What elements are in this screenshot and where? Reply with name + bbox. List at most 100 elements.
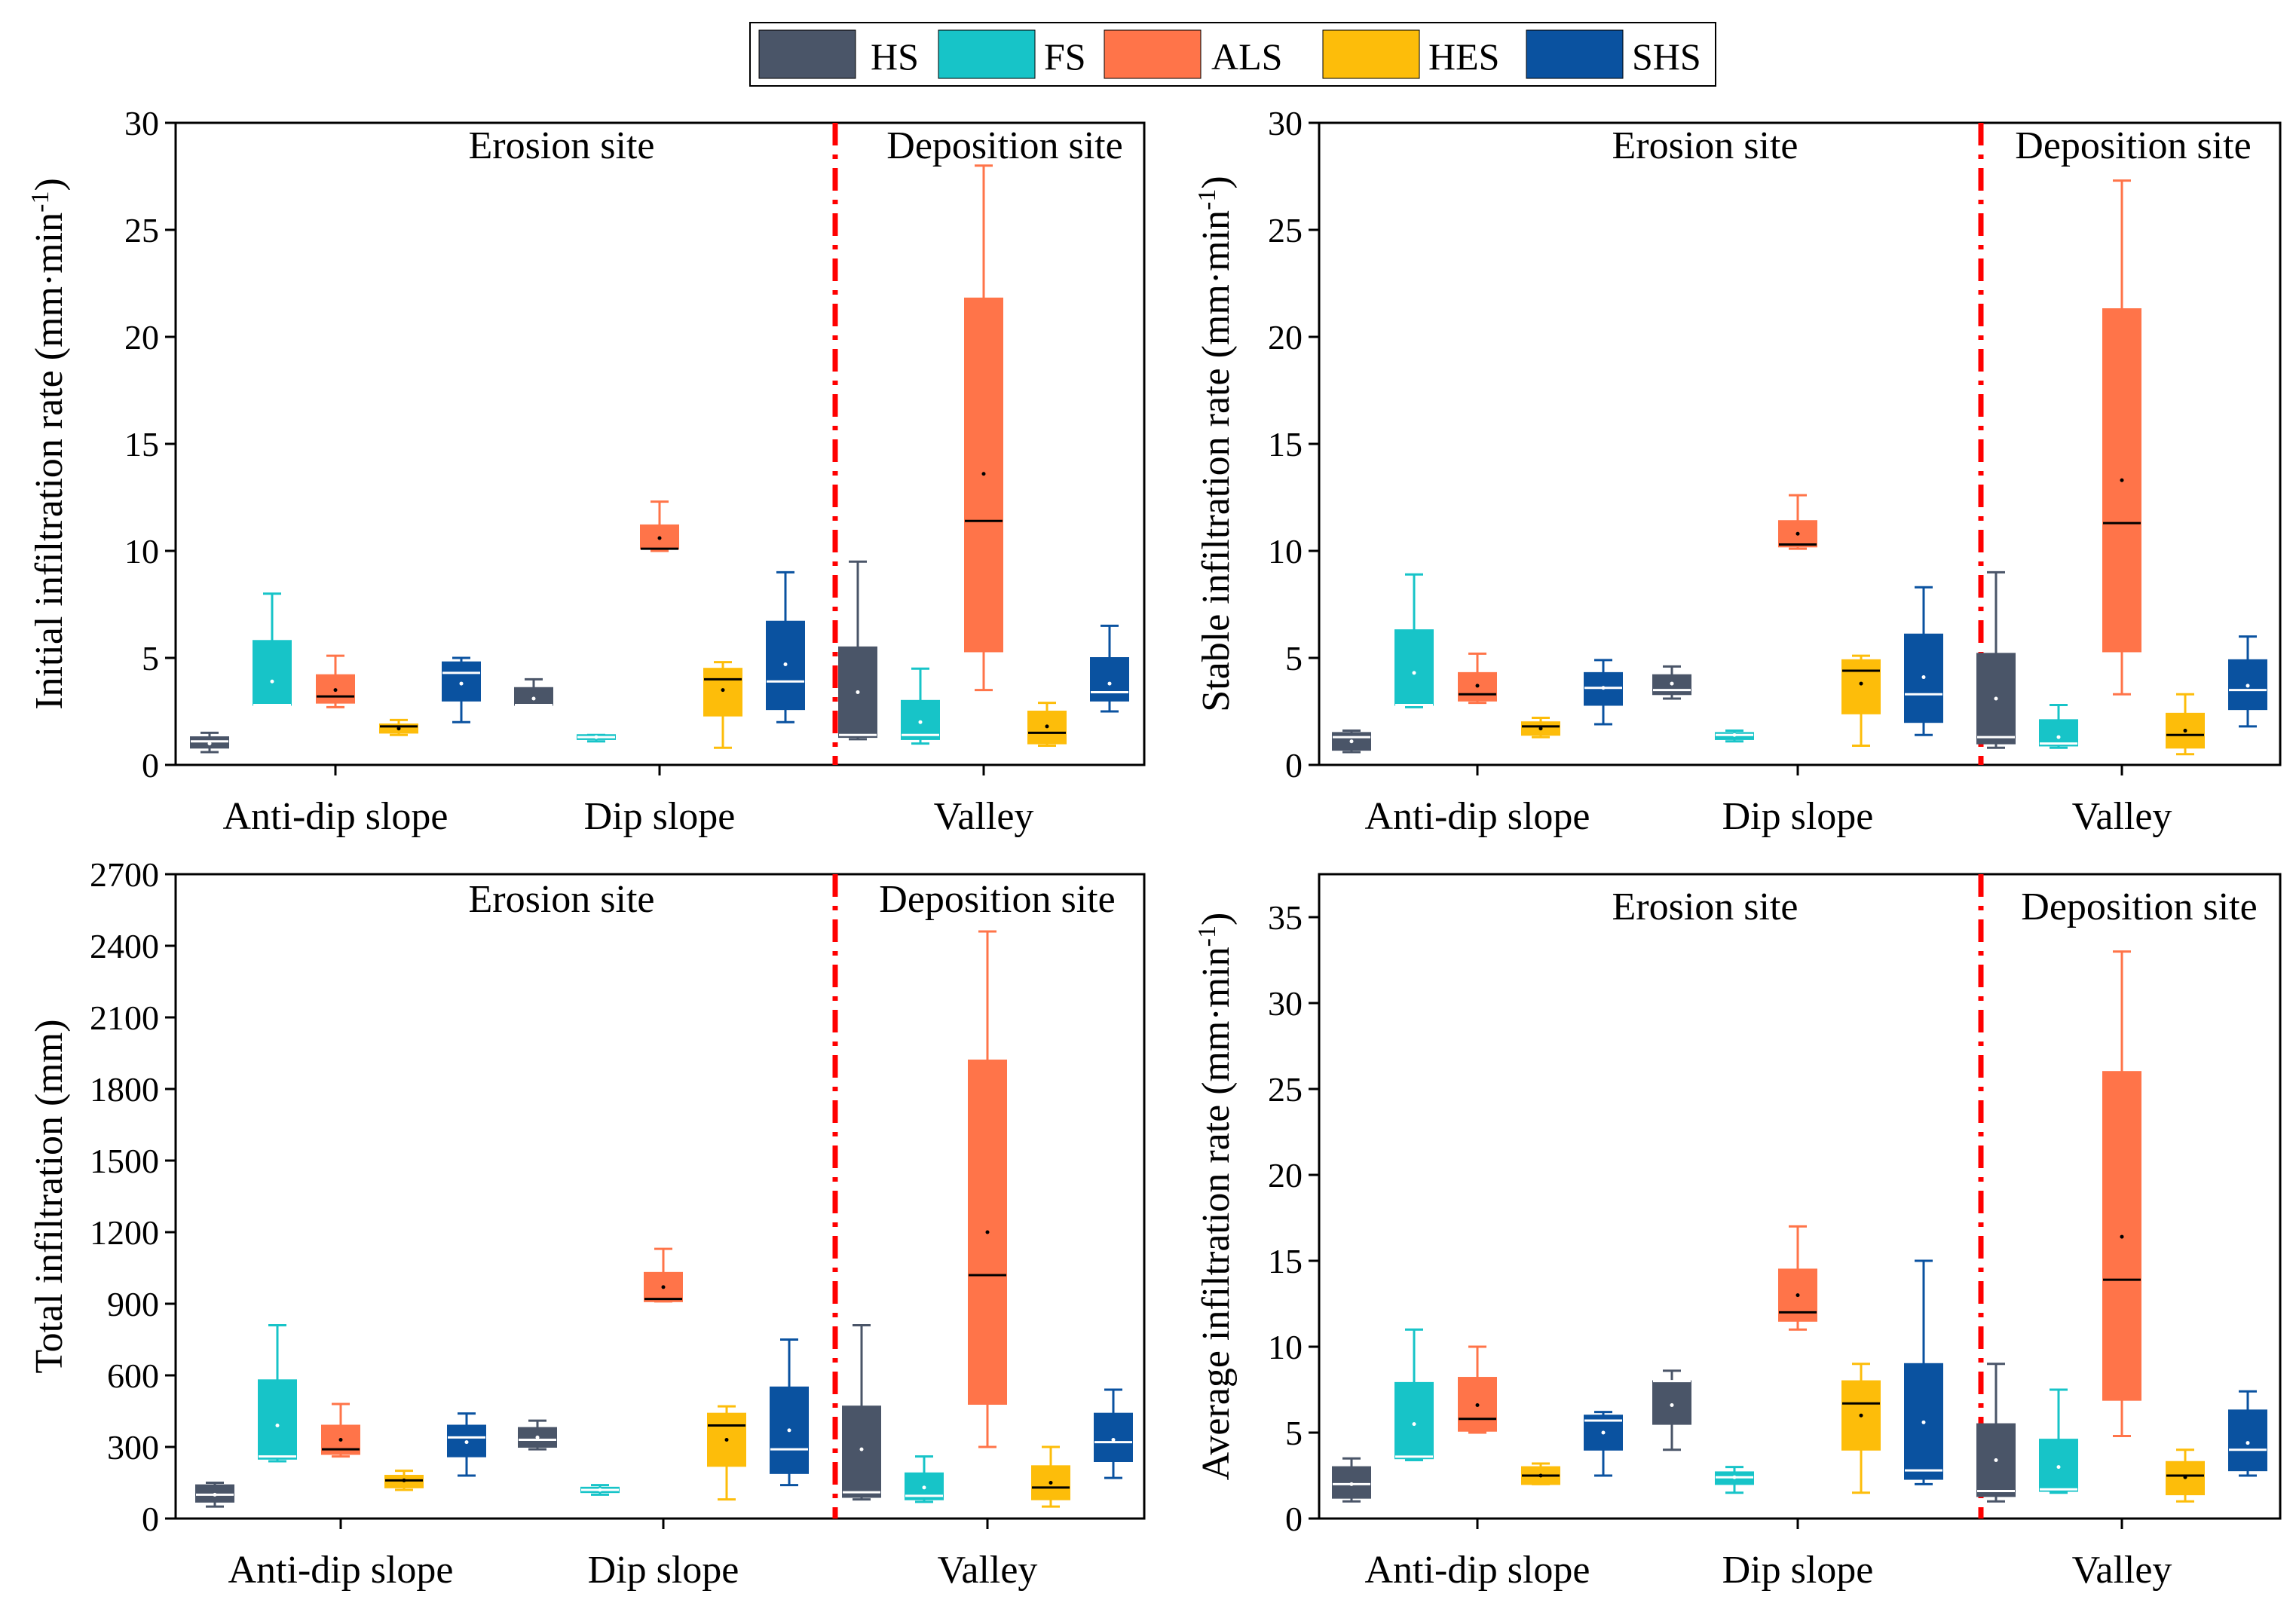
legend-swatch-hs	[758, 29, 856, 79]
region-label-erosion-site: Erosion site	[1612, 124, 1799, 167]
box-hes-valley	[1031, 1445, 1070, 1508]
y-tick-label: 25	[1268, 1070, 1303, 1109]
mean-marker	[1670, 681, 1674, 686]
box-iqr	[1394, 1381, 1434, 1460]
box-hes-dip-slope	[1841, 654, 1881, 747]
mean-marker	[402, 1478, 406, 1482]
mean-marker	[2120, 1234, 2124, 1239]
mean-marker	[1921, 675, 1926, 680]
box-hs-anti-dip-slope	[1332, 730, 1371, 754]
box-hes-dip-slope	[703, 661, 742, 749]
mean-marker	[2056, 1465, 2061, 1470]
mean-marker	[1601, 1430, 1606, 1435]
legend-item-hs: HS	[758, 29, 919, 79]
chart-panel-3: 0 300 600 900 1200 1500 1800 2100 2400 2700 Anti-d…	[28, 855, 1146, 1592]
legend-label-als: ALS	[1211, 35, 1282, 78]
mean-marker	[859, 1447, 864, 1451]
box-iqr	[2228, 659, 2267, 711]
y-tick-label: 5	[1285, 1414, 1303, 1452]
mean-marker	[535, 1435, 540, 1439]
box-iqr	[766, 620, 805, 711]
box-hes-dip-slope	[707, 1405, 746, 1501]
box-shs-valley	[2228, 1390, 2267, 1477]
box-hes-valley	[2166, 1448, 2205, 1503]
box-fs-dip-slope	[577, 733, 616, 743]
mean-marker	[1412, 671, 1416, 675]
mean-marker	[1538, 726, 1543, 731]
box-fs-anti-dip-slope	[1394, 1328, 1434, 1461]
x-tick-label-dip-slope: Dip slope	[1722, 1549, 1874, 1592]
mean-marker	[2183, 1475, 2187, 1479]
y-tick-label: 1500	[90, 1142, 159, 1180]
legend-swatch-als	[1104, 29, 1202, 79]
mean-marker	[1921, 1420, 1926, 1424]
box-als-anti-dip-slope	[316, 654, 355, 708]
box-shs-dip-slope	[1904, 1259, 1943, 1485]
box-hs-dip-slope	[514, 678, 553, 706]
mean-marker	[333, 688, 338, 693]
box-iqr	[258, 1379, 297, 1460]
box-iqr	[1094, 1412, 1133, 1462]
box-hs-dip-slope	[518, 1419, 557, 1451]
x-tick-label-valley: Valley	[2072, 1549, 2172, 1592]
y-tick-label: 0	[1285, 746, 1303, 785]
box-hs-anti-dip-slope	[195, 1482, 234, 1508]
x-tick-label-valley: Valley	[2072, 795, 2172, 838]
box-fs-anti-dip-slope	[253, 592, 292, 706]
box-iqr	[703, 668, 742, 717]
mean-marker	[207, 742, 212, 746]
mean-marker	[1994, 1457, 1998, 1462]
panels: 0 5 10 15 20 25 30 Anti-dip slope Dip slope Valle…	[26, 104, 2282, 1592]
chart-panel-1: 0 5 10 15 20 25 30 Anti-dip slope Dip slope Valle…	[26, 104, 1146, 838]
plot-frame	[174, 873, 1146, 1520]
mean-marker	[1732, 733, 1737, 737]
box-hes-anti-dip-slope	[1521, 717, 1560, 739]
y-tick-label: 2400	[90, 927, 159, 965]
box-als-valley	[964, 164, 1003, 692]
chart-panel-4: 0 5 10 15 20 25 30 35 Anti-dip slope Dip slope Val…	[1193, 873, 2282, 1592]
mean-marker	[661, 1285, 666, 1289]
region-label-erosion-site: Erosion site	[1612, 885, 1799, 928]
x-tick-label-valley: Valley	[938, 1549, 1038, 1592]
x-tick-label-dip-slope: Dip slope	[1722, 795, 1874, 838]
mean-marker	[783, 662, 788, 667]
mean-marker	[1732, 1475, 1737, 1479]
y-tick-label: 20	[124, 318, 159, 356]
mean-marker	[1859, 681, 1863, 686]
mean-marker	[1475, 1403, 1480, 1408]
y-tick-label: 0	[142, 1500, 159, 1538]
y-tick-label: 30	[1268, 104, 1303, 142]
box-shs-anti-dip-slope	[1584, 659, 1623, 726]
mean-marker	[1601, 686, 1606, 690]
box-iqr	[842, 1405, 881, 1498]
box-fs-valley	[901, 667, 940, 745]
legend-item-fs: FS	[938, 29, 1086, 79]
x-tick-label-anti-dip-slope: Anti-dip slope	[1365, 1549, 1590, 1592]
box-als-anti-dip-slope	[321, 1402, 360, 1458]
box-shs-valley	[1094, 1388, 1133, 1479]
mean-marker	[721, 688, 725, 693]
region-label-deposition-site: Deposition site	[2021, 885, 2257, 928]
y-tick-label: 15	[1268, 425, 1303, 463]
box-fs-dip-slope	[1715, 1466, 1754, 1494]
mean-marker	[981, 472, 986, 476]
box-iqr	[2228, 1409, 2267, 1472]
mean-marker	[2245, 684, 2250, 688]
mean-marker	[338, 1438, 343, 1442]
box-hes-anti-dip-slope	[1521, 1462, 1560, 1485]
region-label-deposition-site: Deposition site	[2015, 124, 2251, 167]
mean-marker	[1994, 696, 1998, 701]
x-tick-label-valley: Valley	[934, 795, 1034, 838]
box-hs-anti-dip-slope	[190, 731, 229, 754]
legend-swatch-shs	[1526, 29, 1624, 79]
mean-marker	[275, 1424, 280, 1427]
legend-label-hs: HS	[871, 35, 919, 78]
y-tick-label: 300	[107, 1428, 159, 1467]
y-tick-label: 30	[124, 104, 159, 142]
y-tick-label: 5	[142, 639, 159, 678]
box-hes-anti-dip-slope	[384, 1470, 424, 1491]
mean-marker	[1111, 1438, 1116, 1442]
box-als-anti-dip-slope	[1458, 1345, 1497, 1434]
box-hs-valley	[1976, 570, 2016, 749]
